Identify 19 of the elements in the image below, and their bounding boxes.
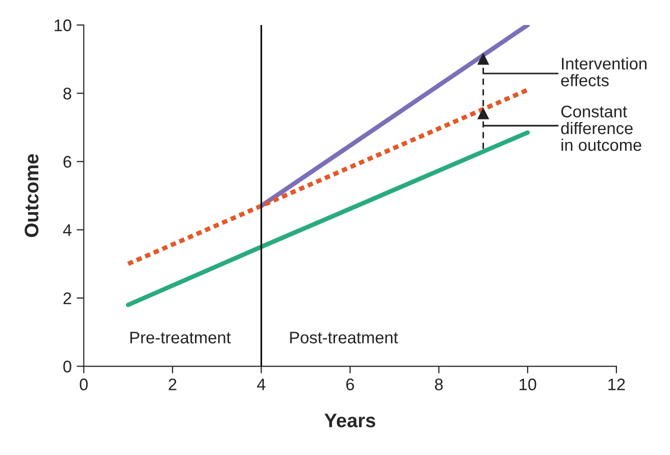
x-tick-label: 4 [257, 378, 266, 390]
y-tick-label: 0 [63, 360, 72, 372]
annotation: Constant difference in outcome [561, 106, 642, 151]
annotation: Intervention effects [561, 57, 646, 86]
y-tick-label: 6 [64, 156, 72, 168]
y-tick-label: 8 [63, 88, 72, 100]
x-tick-label: 2 [168, 378, 176, 390]
annotation: Pre-treatment [130, 332, 231, 344]
annotation: Post-treatment [290, 332, 398, 344]
x-tick-label: 12 [608, 378, 625, 390]
x-tick-label: 10 [520, 378, 536, 390]
x-tick-label: 8 [434, 378, 443, 390]
y-tick-label: 2 [64, 292, 72, 304]
x-tick-label: 6 [346, 378, 354, 390]
y-axis-title: Outcome [24, 154, 38, 237]
y-tick-label: 4 [63, 224, 72, 236]
y-tick-label: 10 [54, 19, 72, 32]
x-axis-title: Years [324, 414, 376, 428]
x-tick-label: 0 [80, 378, 88, 390]
